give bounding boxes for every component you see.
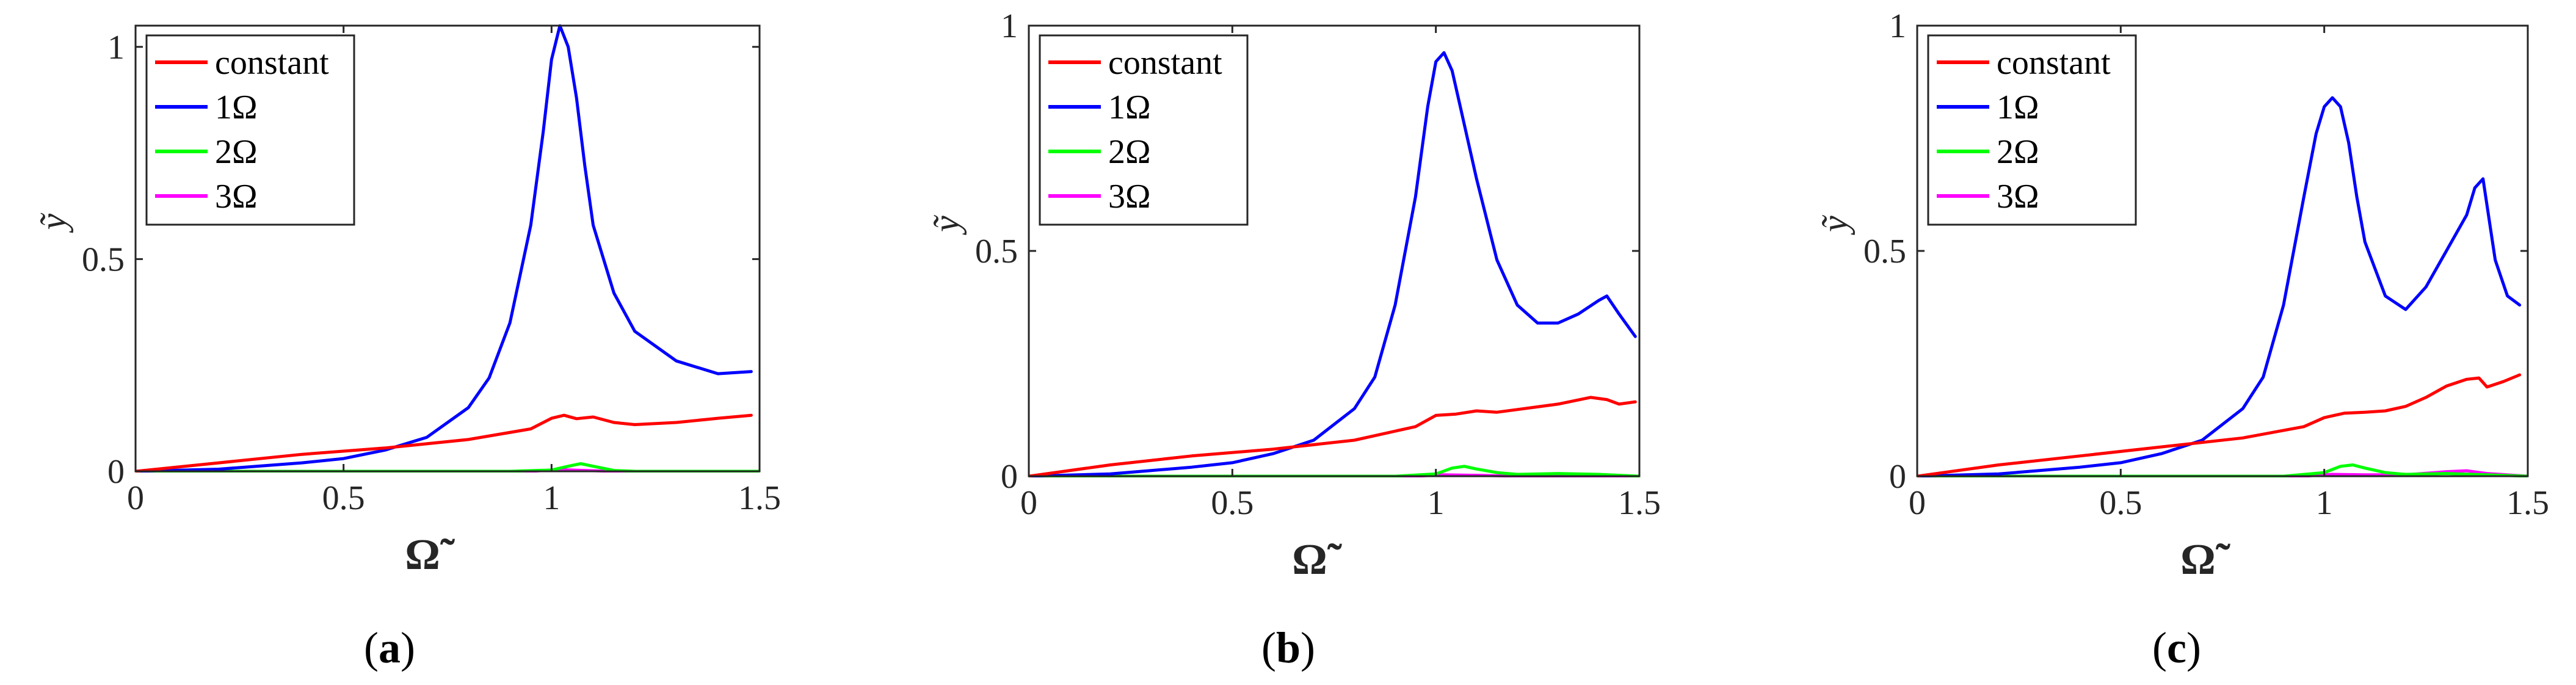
panel-c-legend: constant 1Ω 2Ω 3Ω — [1927, 34, 2137, 226]
panel-a-axes-box — [134, 24, 761, 473]
panel-c-legend-label-3omega: 3Ω — [1997, 178, 2039, 216]
panel-b-series-constant — [1029, 396, 1637, 477]
panel-a-y-axis-label: ỹ — [33, 213, 73, 234]
panel-a-y-tick-label: 0.5 — [82, 241, 125, 278]
panel-label-b-open: ( — [1261, 623, 1276, 672]
panel-b-x-tick-label: 0 — [1020, 484, 1037, 522]
panel-a-y-tick-label: 1 — [107, 29, 125, 67]
panel-a-legend-box — [145, 34, 355, 226]
panel-b-y-axis-label: ỹ — [926, 215, 967, 236]
panel-a-x-tick-label: 0 — [127, 479, 144, 517]
panel-a-legend-label-1omega: 1Ω — [215, 89, 258, 126]
panel-c-legend-label-2omega: 2Ω — [1997, 133, 2039, 171]
panel-b-legend: constant 1Ω 2Ω 3Ω — [1039, 34, 1249, 226]
panel-b-legend-label-2omega: 2Ω — [1108, 133, 1151, 171]
panel-a-legend: constant 1Ω 2Ω 3Ω — [145, 34, 355, 226]
panel-c-y-axis-label: ỹ — [1815, 215, 1855, 236]
panel-b-series-2omega — [1029, 465, 1639, 477]
panel-c-x-tick-label: 1.5 — [2506, 484, 2549, 522]
panel-c-legend-label-1omega: 1Ω — [1997, 89, 2039, 126]
panel-c-y-tick-label: 0.5 — [1863, 233, 1906, 270]
panel-b-y-tick-label: 0 — [1001, 458, 1018, 496]
panel-c-y-tick-label: 0 — [1889, 458, 1906, 496]
panel-b-legend-label-3omega: 3Ω — [1108, 178, 1151, 216]
panel-label-a: (a) — [364, 623, 415, 672]
panel-b-legend-label-constant: constant — [1108, 44, 1222, 82]
panel-label-a-open: ( — [364, 623, 379, 672]
panel-c-series-constant — [1917, 373, 2522, 477]
panel-b-legend-box — [1039, 34, 1249, 226]
panel-c-x-tick-label: 0.5 — [2099, 484, 2142, 522]
panel-a-legend-label-constant: constant — [215, 44, 329, 82]
panel-c-series-group — [1917, 96, 2528, 477]
panel-a-x-tick-label: 1 — [543, 479, 560, 517]
panel-c-legend-label-constant: constant — [1997, 44, 2111, 82]
panel-b-y-tick-label: 1 — [1001, 7, 1018, 45]
panel-b-x-tick-label: 1.5 — [1618, 484, 1661, 522]
panel-a-legend-label-2omega: 2Ω — [215, 133, 258, 171]
panel-a-series-constant — [136, 413, 753, 473]
panel-c-x-tick-label: 0 — [1909, 484, 1926, 522]
panel-label-c-close: ) — [2186, 623, 2201, 672]
panel-label-a-close: ) — [401, 623, 415, 672]
panel-label-b-letter: b — [1276, 623, 1301, 672]
panel-b-legend-label-1omega: 1Ω — [1108, 89, 1151, 126]
panel-a-legend-label-3omega: 3Ω — [215, 178, 258, 216]
panel-b-y-tick-label: 0.5 — [975, 233, 1018, 270]
panel-label-c-open: ( — [2152, 623, 2167, 672]
panel-a-series-1omega — [136, 24, 753, 473]
panel-a-y-tick-label: 0 — [107, 453, 125, 491]
panel-c-legend-box — [1927, 34, 2137, 226]
panel-c-x-tick-label: 1 — [2316, 484, 2333, 522]
panel-b-series-1omega — [1029, 51, 1637, 477]
panel-a-x-tick-label: 0.5 — [322, 479, 365, 517]
panel-c-series-2omega — [1917, 463, 2528, 477]
panel-b-x-tick-label: 0.5 — [1211, 484, 1254, 522]
panel-label-c-letter: c — [2167, 623, 2186, 672]
panel-a-x-tick-label: 1.5 — [738, 479, 781, 517]
panel-c-series-1omega — [1917, 96, 2522, 477]
panel-label-b-close: ) — [1301, 623, 1315, 672]
panel-b-x-tick-label: 1 — [1428, 484, 1445, 522]
panel-c-y-tick-label: 1 — [1889, 7, 1906, 45]
panel-label-a-letter: a — [379, 623, 401, 672]
panel-label-c: (c) — [2152, 623, 2201, 672]
panel-label-b: (b) — [1261, 623, 1315, 672]
